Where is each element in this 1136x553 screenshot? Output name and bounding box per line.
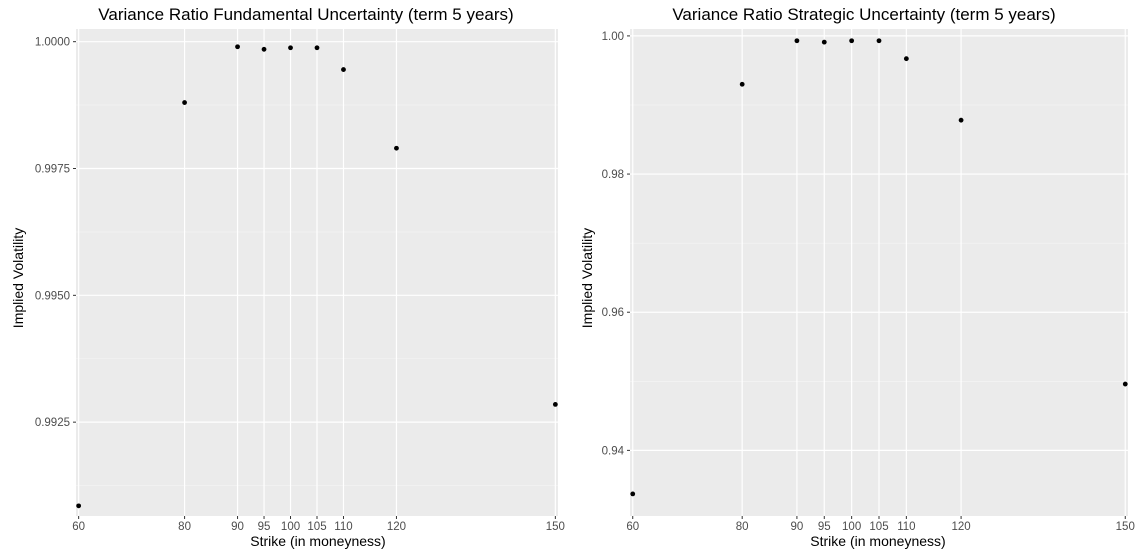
x-tick-label: 95: [818, 521, 831, 533]
data-points: [76, 44, 558, 509]
x-tick-label: 60: [626, 521, 639, 533]
x-tick-label: 105: [869, 521, 888, 533]
chart-title: Variance Ratio Strategic Uncertainty (te…: [672, 5, 1055, 24]
y-axis-ticks: 0.9925 0.9950 0.9975 1.0000: [35, 37, 76, 429]
x-axis-ticks: 60 80 90 95 100 105 110 120 150: [626, 516, 1135, 533]
x-axis-title: Strike (in moneyness): [250, 533, 385, 549]
x-tick-label: 95: [258, 521, 271, 533]
y-tick-label: 0.9975: [35, 164, 70, 176]
data-point: [630, 491, 636, 497]
y-tick-label: 0.9950: [35, 290, 70, 302]
data-points: [630, 38, 1128, 497]
x-tick-label: 80: [736, 521, 749, 533]
data-point: [341, 67, 346, 72]
y-tick-label: 0.98: [602, 169, 624, 181]
data-point: [235, 44, 240, 50]
y-axis-title: Implied Volatility: [579, 228, 595, 328]
data-point: [552, 401, 558, 407]
data-point: [903, 56, 909, 62]
data-point: [314, 45, 320, 51]
data-point: [1122, 381, 1128, 387]
x-tick-label: 150: [546, 521, 565, 533]
x-tick-label: 120: [387, 521, 406, 533]
x-tick-label: 110: [897, 521, 915, 533]
x-tick-label: 90: [791, 521, 804, 533]
data-point: [958, 117, 964, 123]
x-axis-ticks: 60 80 90 95 100 105 110 120 150: [72, 516, 565, 533]
data-point: [849, 38, 855, 44]
data-point: [821, 39, 827, 45]
y-axis-title: Implied Volatility: [10, 228, 26, 328]
chart-panel-fundamental: Variance Ratio Fundamental Uncertainty (…: [10, 5, 565, 549]
x-tick-label: 150: [1116, 521, 1135, 533]
y-tick-label: 1.00: [602, 31, 624, 43]
x-tick-label: 100: [281, 521, 300, 533]
x-tick-label: 80: [178, 521, 191, 533]
y-axis-ticks: 0.94 0.96 0.98 1.00: [602, 31, 630, 457]
x-tick-label: 105: [307, 521, 326, 533]
data-point: [76, 503, 82, 509]
gridlines: [630, 29, 1128, 516]
y-tick-label: 0.94: [602, 445, 625, 457]
x-tick-label: 120: [951, 521, 970, 533]
data-point: [794, 38, 800, 44]
y-tick-label: 1.0000: [35, 37, 70, 49]
y-tick-label: 0.96: [602, 307, 624, 319]
x-tick-label: 100: [842, 521, 861, 533]
y-tick-label: 0.9925: [35, 417, 70, 429]
x-tick-label: 110: [334, 521, 352, 533]
data-point: [394, 145, 399, 151]
data-point: [182, 100, 187, 105]
x-tick-label: 90: [231, 521, 244, 533]
chart-title: Variance Ratio Fundamental Uncertainty (…: [98, 5, 513, 24]
chart-panel-strategic: Variance Ratio Strategic Uncertainty (te…: [579, 5, 1135, 549]
data-point: [261, 46, 267, 52]
x-tick-label: 60: [72, 521, 85, 533]
gridlines: [76, 29, 558, 516]
x-axis-title: Strike (in moneyness): [810, 533, 945, 549]
data-point: [288, 45, 293, 51]
data-point: [739, 81, 745, 87]
data-point: [876, 38, 882, 44]
